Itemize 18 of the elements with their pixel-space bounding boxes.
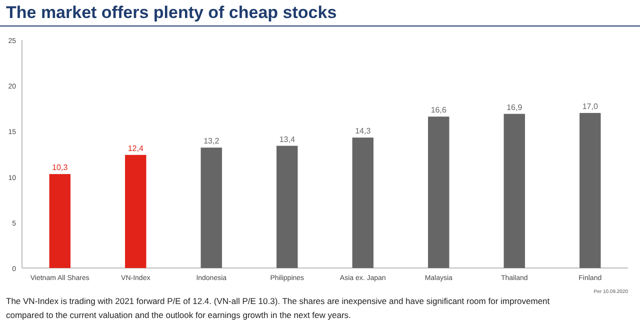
bar xyxy=(504,114,525,268)
data-label: 13,4 xyxy=(279,134,296,144)
data-label: 17,0 xyxy=(582,102,598,111)
data-label: 16,9 xyxy=(506,102,523,112)
data-label: 10,3 xyxy=(52,163,68,172)
bar xyxy=(428,116,450,268)
bar xyxy=(276,146,298,268)
bar xyxy=(49,174,70,268)
data-label: 14,3 xyxy=(355,126,372,136)
bar xyxy=(352,138,374,268)
bar xyxy=(200,148,222,268)
bar xyxy=(580,112,601,268)
chart-title: The market offers plenty of cheap stocks xyxy=(6,3,337,22)
data-label: 13,2 xyxy=(204,136,220,146)
text: The VN-Index is trading with 2021 forward P/E of 12.4. (VN-all P/E 10.3). The shares are inexpensive and have significant room for improvement compared to the current valuation and the outlook for earnings growth in the next few years. xyxy=(6,296,550,320)
bar xyxy=(125,154,146,268)
data-label: 16,6 xyxy=(430,106,447,115)
data-label: 12,4 xyxy=(128,144,144,153)
